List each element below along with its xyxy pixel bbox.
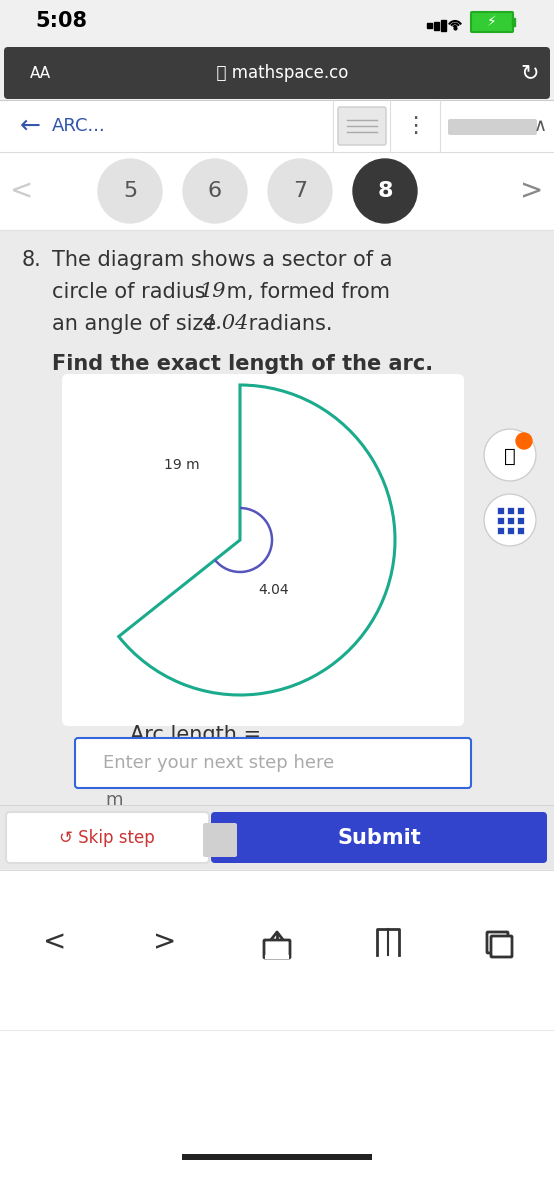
FancyBboxPatch shape	[487, 932, 508, 953]
Text: ⚡: ⚡	[487, 14, 497, 29]
Circle shape	[183, 158, 247, 223]
Text: radians.: radians.	[242, 314, 332, 334]
FancyBboxPatch shape	[6, 812, 209, 863]
Bar	[512, 18, 515, 26]
Text: 19 m: 19 m	[165, 458, 200, 472]
Text: 4.04: 4.04	[258, 583, 289, 596]
FancyBboxPatch shape	[4, 47, 550, 98]
Bar	[0, 152, 554, 230]
Bar	[0, 100, 554, 152]
Text: <: <	[43, 928, 66, 956]
Text: ←: ←	[20, 114, 41, 138]
Circle shape	[268, 158, 332, 223]
FancyBboxPatch shape	[491, 936, 512, 958]
Text: Arc length =: Arc length =	[130, 725, 261, 745]
Text: Submit: Submit	[337, 828, 421, 848]
FancyBboxPatch shape	[75, 738, 471, 788]
Text: ↻: ↻	[521, 62, 539, 83]
Bar	[516, 506, 524, 514]
FancyBboxPatch shape	[203, 823, 237, 857]
FancyBboxPatch shape	[338, 107, 386, 145]
Text: ∧: ∧	[534, 116, 547, 134]
Bar	[0, 805, 554, 870]
Bar	[0, 1030, 554, 1200]
Text: >: >	[520, 176, 543, 205]
Text: 💡: 💡	[504, 446, 516, 466]
Text: m, formed from: m, formed from	[220, 282, 390, 302]
Text: 19: 19	[200, 282, 227, 301]
Bar	[516, 527, 524, 534]
Text: 6: 6	[208, 181, 222, 200]
Bar	[506, 506, 514, 514]
Text: 4.04: 4.04	[202, 314, 248, 332]
Bar	[0, 870, 554, 1030]
Bar	[496, 516, 504, 523]
Circle shape	[484, 494, 536, 546]
Circle shape	[516, 433, 532, 449]
Text: 🔒 mathspace.co: 🔒 mathspace.co	[206, 64, 348, 82]
Bar	[496, 527, 504, 534]
Bar	[506, 516, 514, 523]
Text: ⋮: ⋮	[404, 116, 426, 136]
Text: AA: AA	[30, 66, 51, 80]
Text: an angle of size: an angle of size	[52, 314, 223, 334]
Text: <: <	[11, 176, 34, 205]
Text: 5: 5	[123, 181, 137, 200]
FancyBboxPatch shape	[211, 812, 547, 863]
Text: m: m	[105, 791, 122, 809]
Text: ARC...: ARC...	[52, 116, 106, 134]
Text: Find the exact length of the arc.: Find the exact length of the arc.	[52, 354, 433, 374]
Text: 5:08: 5:08	[35, 11, 87, 31]
Text: 8.: 8.	[22, 250, 42, 270]
Circle shape	[353, 158, 417, 223]
Text: 8: 8	[377, 181, 393, 200]
Text: circle of radius: circle of radius	[52, 282, 212, 302]
Bar	[0, 230, 554, 810]
Bar	[441, 20, 446, 31]
FancyBboxPatch shape	[62, 374, 464, 726]
FancyBboxPatch shape	[264, 940, 290, 958]
Bar	[506, 527, 514, 534]
Text: 7: 7	[293, 181, 307, 200]
Text: The diagram shows a sector of a: The diagram shows a sector of a	[52, 250, 392, 270]
FancyBboxPatch shape	[471, 12, 513, 32]
Text: Enter your next step here: Enter your next step here	[103, 754, 334, 772]
Circle shape	[484, 428, 536, 481]
Bar	[434, 22, 439, 30]
FancyBboxPatch shape	[448, 119, 537, 134]
Bar	[427, 23, 432, 28]
FancyBboxPatch shape	[182, 1154, 372, 1160]
Circle shape	[98, 158, 162, 223]
Bar	[516, 516, 524, 523]
Text: >: >	[153, 928, 177, 956]
Bar	[496, 506, 504, 514]
Text: ↺ Skip step: ↺ Skip step	[59, 829, 155, 847]
Bar	[0, 0, 554, 44]
